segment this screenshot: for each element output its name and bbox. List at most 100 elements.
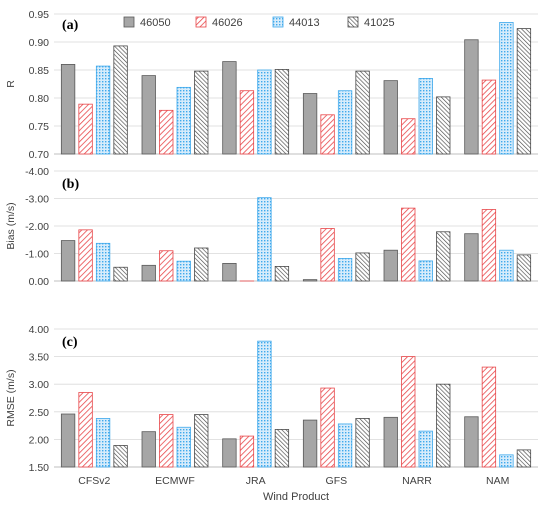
bar-46026-NARR bbox=[401, 118, 416, 155]
legend-swatch-41025 bbox=[347, 16, 359, 28]
bar-46050-GFS bbox=[302, 93, 318, 155]
bar-41025-NAM bbox=[516, 449, 532, 468]
bar-46050-NAM bbox=[464, 39, 479, 155]
bar-44013-GFS bbox=[337, 90, 353, 155]
bar-41025-NARR bbox=[436, 96, 451, 155]
y-tick-label: 2.00 bbox=[29, 434, 50, 446]
bar-46026-ECMWF bbox=[159, 250, 174, 282]
bar-44013-CFSv2 bbox=[95, 242, 111, 282]
legend-label-41025: 41025 bbox=[364, 17, 395, 29]
y-tick-label: -1.00 bbox=[25, 249, 49, 261]
bar-44013-GFS bbox=[337, 258, 353, 282]
y-tick-label: 3.00 bbox=[29, 379, 50, 391]
y-tick-label: 4.00 bbox=[29, 324, 50, 336]
bar-44013-ECMWF bbox=[176, 260, 191, 282]
chart-legend: 46050 46026 44013 41025 bbox=[123, 16, 395, 29]
bar-46050-NAM bbox=[464, 233, 479, 282]
bar-46026-CFSv2 bbox=[78, 103, 93, 155]
bar-44013-CFSv2 bbox=[95, 418, 111, 468]
legend-swatch-44013 bbox=[272, 16, 284, 28]
legend-swatch-46026 bbox=[195, 16, 207, 28]
chart-panels: 0.70 0.75 0.80 0.85 0.90 0.95 R (a) 0.00 -1.00 -2.… bbox=[5, 9, 538, 474]
bar-44013-ECMWF bbox=[176, 426, 191, 468]
bar-41025-CFSv2 bbox=[113, 445, 128, 468]
bar-41025-GFS bbox=[355, 418, 370, 468]
bar-46026-NARR bbox=[401, 207, 416, 282]
x-tick-label: CFSv2 bbox=[78, 475, 110, 487]
y-tick-label: 0.75 bbox=[29, 121, 50, 133]
panel-label: (a) bbox=[62, 18, 79, 33]
y-tick-label: 2.50 bbox=[29, 407, 50, 419]
legend-label-46026: 46026 bbox=[212, 17, 243, 29]
bar-46050-NAM bbox=[464, 416, 479, 468]
legend-item-41025: 41025 bbox=[347, 16, 395, 29]
bar-44013-NARR bbox=[418, 430, 433, 468]
y-tick-label: 0.70 bbox=[29, 149, 50, 161]
bar-41025-ECMWF bbox=[194, 247, 209, 282]
bar-41025-GFS bbox=[355, 70, 370, 155]
panel-1: 0.00 -1.00 -2.00 -3.00 -4.00 Bias (m/s) (b) bbox=[5, 166, 538, 288]
bar-46026-ECMWF bbox=[159, 109, 174, 155]
bar-41025-NAM bbox=[516, 28, 532, 155]
panel-label: (b) bbox=[62, 177, 79, 192]
x-tick-label: GFS bbox=[326, 475, 348, 487]
bar-44013-JRA bbox=[257, 197, 272, 282]
bar-41025-ECMWF bbox=[194, 70, 209, 155]
bar-46050-JRA bbox=[222, 61, 237, 155]
bar-41025-JRA bbox=[274, 266, 290, 282]
y-tick-label: -4.00 bbox=[25, 166, 49, 178]
bar-44013-JRA bbox=[257, 340, 272, 468]
y-tick-label: 0.95 bbox=[29, 9, 50, 21]
bar-46026-NAM bbox=[481, 366, 497, 468]
bar-41025-NAM bbox=[516, 254, 532, 282]
bar-46026-GFS bbox=[320, 228, 335, 282]
panel-label: (c) bbox=[62, 335, 78, 350]
y-tick-label: 0.90 bbox=[29, 37, 50, 49]
y-axis-title: Bias (m/s) bbox=[5, 202, 17, 249]
bar-41025-JRA bbox=[274, 69, 290, 155]
bar-46026-NAM bbox=[481, 79, 497, 155]
bar-41025-JRA bbox=[274, 429, 290, 468]
legend-item-46026: 46026 bbox=[195, 16, 243, 29]
panel-2: 1.50 2.00 2.50 3.00 3.50 4.00 RMSE (m/s) (c) bbox=[5, 324, 538, 474]
bar-41025-NARR bbox=[436, 231, 451, 282]
bar-44013-NARR bbox=[418, 78, 433, 155]
bar-46050-CFSv2 bbox=[60, 64, 76, 155]
bar-46050-NARR bbox=[383, 249, 398, 282]
bar-46026-NARR bbox=[401, 356, 416, 468]
bar-46050-JRA bbox=[222, 262, 237, 282]
bar-41025-NARR bbox=[436, 383, 451, 468]
bar-46050-GFS bbox=[302, 419, 318, 468]
bar-44013-JRA bbox=[257, 69, 272, 155]
x-axis-title: Wind Product bbox=[263, 491, 329, 503]
bar-44013-NAM bbox=[499, 249, 514, 282]
y-tick-label: -2.00 bbox=[25, 221, 49, 233]
y-tick-label: 0.00 bbox=[29, 276, 50, 288]
panel-0: 0.70 0.75 0.80 0.85 0.90 0.95 R (a) bbox=[5, 9, 538, 161]
y-tick-label: 3.50 bbox=[29, 352, 50, 364]
bar-46026-CFSv2 bbox=[78, 229, 93, 282]
bar-41025-GFS bbox=[355, 252, 370, 282]
y-axis-title: R bbox=[5, 80, 17, 88]
x-tick-label: ECMWF bbox=[155, 475, 195, 487]
y-tick-label: 1.50 bbox=[29, 462, 50, 474]
bar-46050-ECMWF bbox=[141, 75, 156, 155]
x-tick-label: NAM bbox=[486, 475, 509, 487]
bar-46026-JRA bbox=[239, 435, 255, 468]
bar-46050-ECMWF bbox=[141, 431, 156, 468]
bar-41025-CFSv2 bbox=[113, 45, 128, 155]
bar-41025-ECMWF bbox=[194, 414, 209, 468]
y-axis-title: RMSE (m/s) bbox=[5, 369, 17, 426]
y-tick-label: 0.80 bbox=[29, 93, 50, 105]
bar-46050-JRA bbox=[222, 438, 237, 468]
legend-item-44013: 44013 bbox=[272, 16, 320, 29]
bar-46050-NARR bbox=[383, 416, 398, 468]
bar-46050-CFSv2 bbox=[60, 413, 76, 468]
bar-46050-GFS bbox=[302, 279, 318, 282]
legend-label-44013: 44013 bbox=[289, 17, 320, 29]
bar-46050-CFSv2 bbox=[60, 240, 76, 282]
bar-46026-GFS bbox=[320, 114, 335, 155]
y-tick-label: 0.85 bbox=[29, 65, 50, 77]
legend-item-46050: 46050 bbox=[123, 16, 171, 29]
